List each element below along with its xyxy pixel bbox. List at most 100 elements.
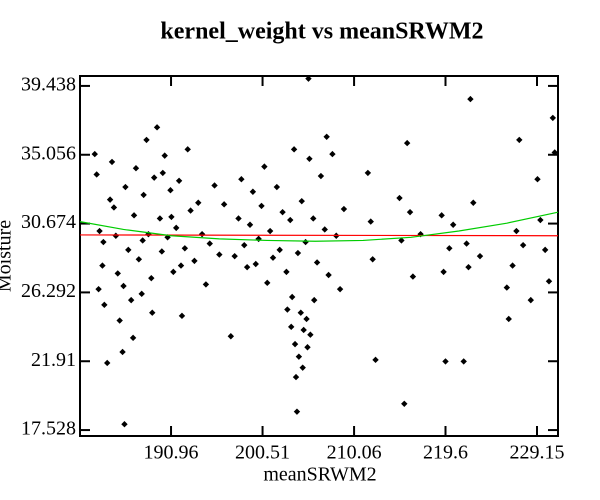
- point: [403, 139, 411, 147]
- point: [537, 216, 544, 224]
- point: [340, 205, 348, 213]
- point: [246, 221, 254, 228]
- point: [202, 281, 210, 288]
- point: [261, 163, 268, 170]
- point: [293, 408, 301, 415]
- point: [149, 309, 156, 316]
- point: [93, 171, 100, 178]
- point: [299, 364, 306, 371]
- y-tick-label: 21.91: [31, 349, 76, 371]
- point: [505, 315, 512, 323]
- point: [310, 215, 317, 222]
- point: [372, 356, 379, 364]
- point: [276, 246, 283, 254]
- point: [440, 268, 447, 276]
- point: [513, 227, 520, 235]
- point: [467, 95, 474, 103]
- point: [534, 175, 541, 183]
- point: [302, 238, 309, 246]
- point: [96, 227, 103, 235]
- point: [227, 333, 235, 340]
- y-tick-label: 17.528: [21, 418, 76, 440]
- point: [284, 306, 291, 313]
- point: [465, 263, 472, 271]
- point: [238, 175, 245, 183]
- point: [249, 188, 257, 195]
- point: [305, 75, 312, 82]
- point: [153, 124, 161, 131]
- point: [187, 207, 194, 214]
- point: [148, 274, 155, 282]
- point: [129, 334, 137, 342]
- point: [175, 177, 183, 184]
- point: [325, 271, 332, 279]
- point: [181, 245, 189, 252]
- y-tick-label: 35.056: [21, 142, 76, 164]
- y-tick-label: 30.674: [21, 211, 76, 233]
- point: [273, 183, 281, 191]
- point: [143, 136, 150, 144]
- point: [321, 226, 328, 233]
- point: [304, 344, 311, 351]
- point: [110, 204, 118, 211]
- point: [279, 208, 286, 216]
- point: [446, 245, 453, 252]
- point: [159, 169, 166, 177]
- chart-title: kernel_weight vs meanSRWM2: [160, 19, 483, 45]
- point: [300, 326, 307, 334]
- point: [306, 155, 313, 162]
- point: [108, 158, 116, 166]
- point: [295, 353, 303, 360]
- point: [173, 224, 180, 232]
- point: [156, 215, 164, 222]
- point: [220, 201, 228, 208]
- x-axis-label: meanSRWM2: [263, 464, 376, 486]
- x-tick-label: 190.96: [144, 442, 199, 464]
- point: [317, 172, 325, 180]
- point: [288, 323, 295, 331]
- plot-frame: [79, 75, 559, 437]
- point: [127, 296, 135, 304]
- point: [132, 164, 140, 172]
- point: [241, 241, 248, 249]
- point: [406, 208, 414, 216]
- point: [140, 191, 147, 199]
- point: [191, 257, 198, 265]
- point: [449, 221, 457, 228]
- point: [138, 290, 145, 298]
- point: [252, 260, 259, 268]
- point: [476, 252, 484, 260]
- point: [294, 249, 302, 257]
- point: [283, 268, 290, 276]
- point: [158, 248, 166, 255]
- point: [266, 227, 274, 235]
- point: [99, 262, 106, 269]
- point: [269, 254, 277, 261]
- x-tick-label: 229.15: [510, 442, 565, 464]
- point: [291, 340, 299, 348]
- point: [258, 202, 265, 210]
- point: [463, 240, 470, 247]
- x-tick-label: 200.51: [235, 442, 290, 464]
- point: [307, 331, 314, 338]
- point: [460, 358, 467, 365]
- point: [243, 263, 251, 271]
- point: [311, 296, 318, 304]
- point: [122, 183, 129, 191]
- point: [364, 169, 372, 177]
- point: [168, 213, 175, 221]
- point: [438, 212, 445, 219]
- point: [255, 235, 262, 243]
- point: [211, 182, 218, 189]
- point: [409, 273, 417, 280]
- fit-line: [79, 234, 559, 237]
- point: [106, 196, 114, 203]
- point: [100, 238, 107, 246]
- point: [527, 296, 534, 304]
- point: [509, 262, 516, 269]
- point: [551, 149, 558, 156]
- point: [114, 270, 121, 277]
- point: [503, 284, 511, 291]
- point: [116, 317, 123, 324]
